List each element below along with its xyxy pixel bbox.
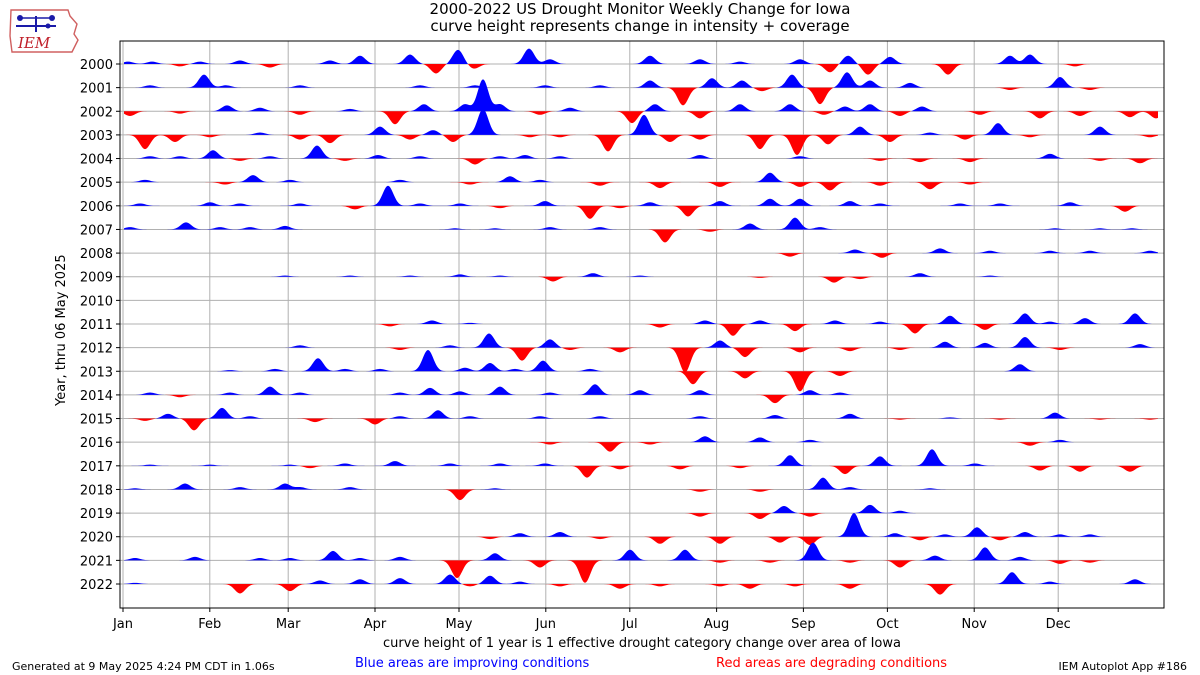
y-tick-label: 2000 <box>80 58 113 73</box>
improving-area-2013 <box>124 350 1158 372</box>
improving-area-2020 <box>124 513 1158 537</box>
y-tick-label: 2010 <box>80 294 113 309</box>
improving-area-2021 <box>124 542 1158 561</box>
x-tick-label: Jul <box>621 617 638 632</box>
x-tick-label: Nov <box>962 617 988 632</box>
legend-degrading: Red areas are degrading conditions <box>716 656 948 671</box>
x-axis-label: curve height of 1 year is 1 effective dr… <box>383 636 901 651</box>
degrading-area-2012 <box>124 347 1158 373</box>
degrading-area-2013 <box>124 371 1158 392</box>
degrading-area-2001 <box>124 87 1158 106</box>
improving-area-2000 <box>124 48 1158 64</box>
y-tick-label: 2007 <box>80 223 113 238</box>
y-tick-label: 2004 <box>80 153 113 168</box>
y-tick-label: 2005 <box>80 176 113 191</box>
degrading-area-2021 <box>124 560 1158 583</box>
improving-area-2022 <box>124 572 1158 584</box>
y-tick-label: 2016 <box>80 436 113 451</box>
degrading-area-2004 <box>124 158 1158 165</box>
improving-area-2005 <box>124 172 1158 183</box>
y-tick-label: 2019 <box>80 507 113 522</box>
degrading-area-2018 <box>124 489 1158 501</box>
degrading-area-2011 <box>124 324 1158 336</box>
degrading-area-2017 <box>124 465 1158 478</box>
improving-area-2015 <box>124 407 1158 419</box>
y-tick-label: 2009 <box>80 271 113 286</box>
x-tick-label: Aug <box>704 617 729 632</box>
y-tick-label: 2022 <box>80 578 113 593</box>
degrading-area-2007 <box>124 229 1158 243</box>
chart-title: 2000-2022 US Drought Monitor Weekly Chan… <box>429 0 851 18</box>
x-tick-label: Feb <box>198 617 221 632</box>
degrading-area-2003 <box>124 134 1158 155</box>
improving-area-2008 <box>124 248 1158 254</box>
x-tick-label: Jun <box>535 617 556 632</box>
generated-timestamp: Generated at 9 May 2025 4:24 PM CDT in 1… <box>12 660 275 673</box>
y-tick-label: 2020 <box>80 531 113 546</box>
improving-area-2019 <box>124 504 1158 514</box>
improving-area-2001 <box>124 72 1158 88</box>
y-axis: 2000 2001 2002 2003 2004 2005 2006 2007 2008 2009… <box>80 58 120 593</box>
y-tick-label: 2001 <box>80 82 113 97</box>
svg-text:IEM: IEM <box>17 34 51 52</box>
degrading-area-2014 <box>124 394 1158 404</box>
degrading-area-2002 <box>124 111 1158 125</box>
curve-areas <box>124 48 1158 595</box>
y-axis-label: Year, thru 06 May 2025 <box>54 254 69 406</box>
x-tick-label: Dec <box>1046 617 1071 632</box>
improving-area-2018 <box>124 477 1158 490</box>
y-tick-label: 2013 <box>80 365 113 380</box>
y-tick-label: 2011 <box>80 318 113 333</box>
iem-logo: IEM <box>9 9 79 53</box>
improving-area-2014 <box>124 384 1158 395</box>
y-tick-label: 2018 <box>80 483 113 498</box>
degrading-area-2019 <box>124 513 1158 519</box>
app-id: IEM Autoplot App #186 <box>1058 660 1188 673</box>
x-tick-label: Mar <box>276 617 301 632</box>
x-tick-label: Oct <box>876 617 898 632</box>
degrading-area-2006 <box>124 205 1158 219</box>
x-tick-label: Jan <box>112 617 133 632</box>
y-tick-label: 2015 <box>80 413 113 428</box>
weather-station-icon <box>16 15 56 32</box>
x-tick-label: Sep <box>791 617 816 632</box>
degrading-area-2005 <box>124 182 1158 191</box>
y-tick-label: 2006 <box>80 200 113 215</box>
degrading-area-2020 <box>124 536 1158 545</box>
y-tick-label: 2008 <box>80 247 113 262</box>
improving-area-2002 <box>124 79 1158 112</box>
y-tick-label: 2017 <box>80 460 113 475</box>
y-tick-label: 2003 <box>80 129 113 144</box>
y-tick-label: 2002 <box>80 105 113 120</box>
improving-area-2017 <box>124 449 1158 466</box>
improving-area-2006 <box>124 185 1158 206</box>
degrading-area-2009 <box>124 276 1158 283</box>
x-tick-label: May <box>446 617 473 632</box>
x-tick-label: Apr <box>364 617 387 632</box>
chart-subtitle: curve height represents change in intens… <box>430 17 850 35</box>
degrading-area-2016 <box>124 442 1158 452</box>
x-axis: Jan Feb Mar Apr May Jun Jul Aug Sep Oct Nov Dec <box>112 608 1071 632</box>
improving-area-2007 <box>124 217 1158 230</box>
improving-area-2012 <box>124 333 1158 348</box>
improving-area-2016 <box>124 436 1158 443</box>
degrading-area-2022 <box>124 584 1158 595</box>
improving-area-2009 <box>124 273 1158 277</box>
degrading-area-2008 <box>124 253 1158 258</box>
legend-improving: Blue areas are improving conditions <box>355 656 590 671</box>
y-tick-label: 2021 <box>80 554 113 569</box>
improving-area-2004 <box>124 145 1158 159</box>
improving-area-2003 <box>124 108 1158 135</box>
improving-area-2011 <box>124 313 1158 324</box>
degrading-area-2000 <box>124 64 1158 75</box>
y-tick-label: 2012 <box>80 342 113 357</box>
degrading-area-2015 <box>124 418 1158 431</box>
y-tick-label: 2014 <box>80 389 113 404</box>
